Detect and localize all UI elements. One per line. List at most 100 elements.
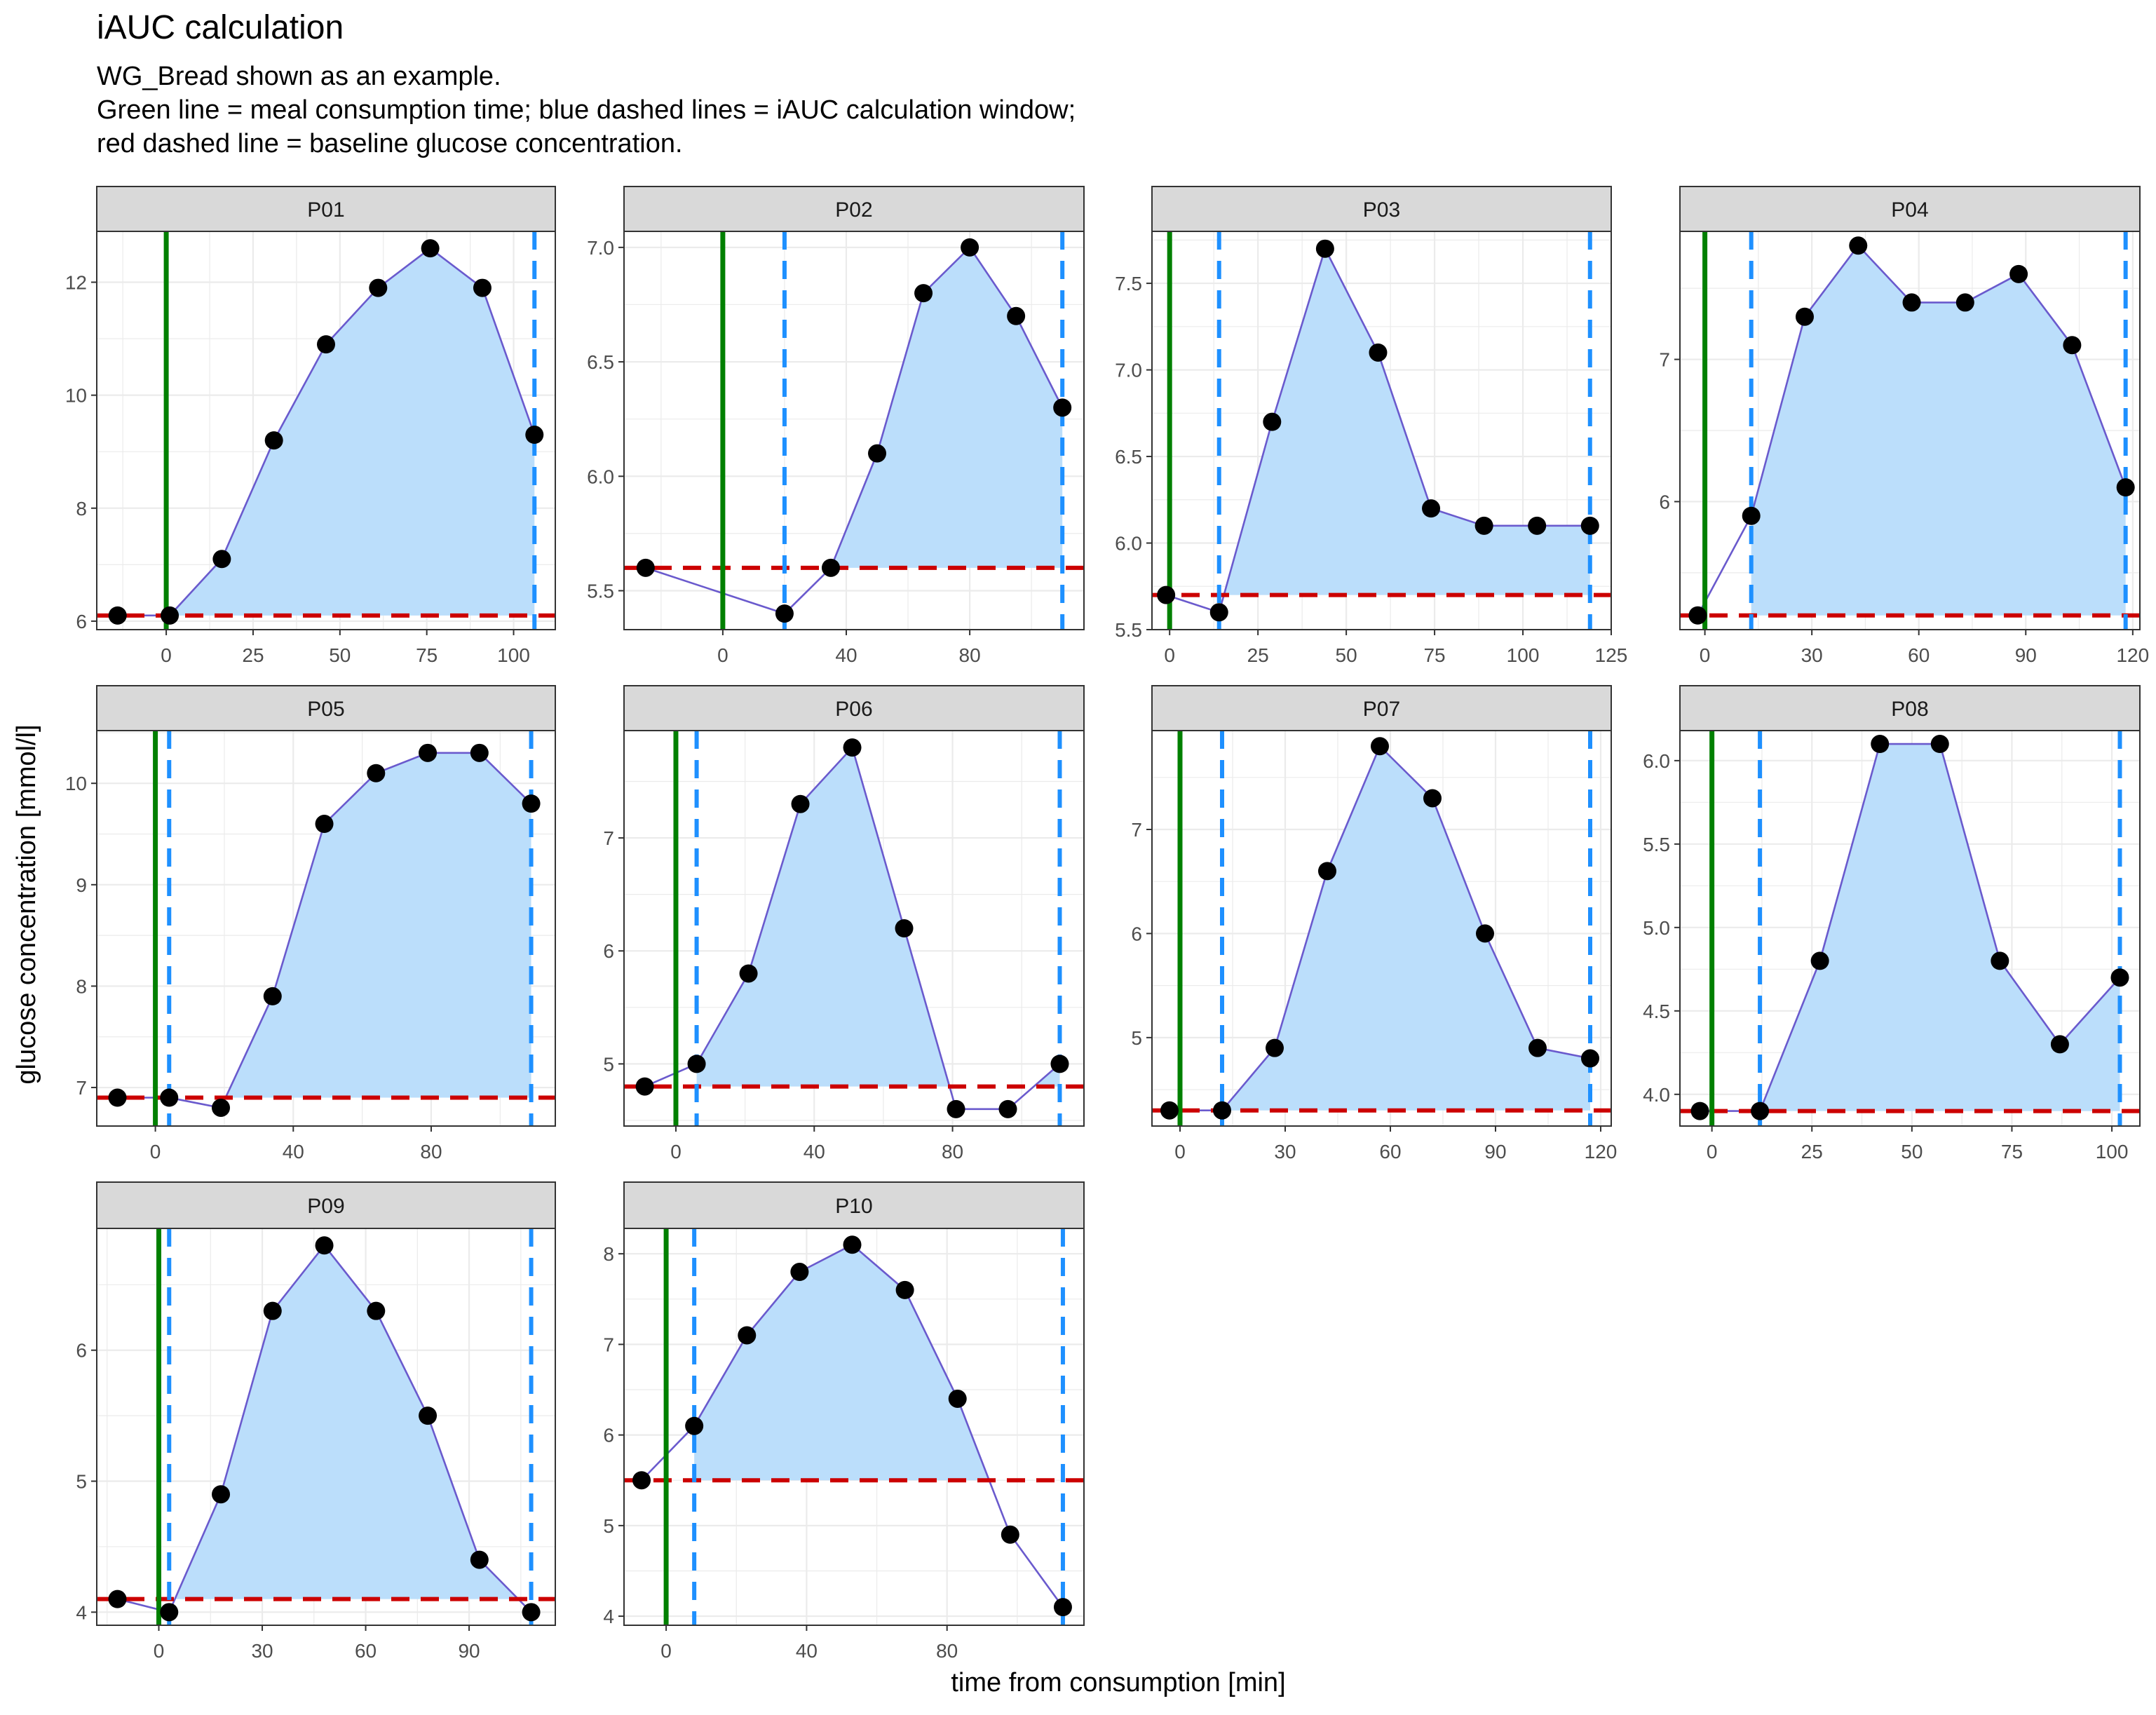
data-point [2063, 336, 2082, 355]
x-tick-label: 25 [242, 644, 264, 666]
facet-p02: P02 0 40 80 5.5 6.0 6.5 7.0 [587, 186, 1085, 666]
y-tick-label: 5.5 [587, 581, 614, 602]
y-tick-label: 9 [76, 874, 87, 896]
panel-content [1152, 731, 1611, 1126]
y-tick-label: 6 [603, 940, 614, 962]
facet-p01: P01 0 25 50 75 100 6 8 10 12 [65, 186, 556, 666]
facet-strip [623, 685, 1085, 731]
y-tick-label: 7 [603, 827, 614, 849]
data-point [1955, 293, 1974, 312]
panel-content [97, 731, 555, 1126]
x-tick-label: 75 [416, 644, 438, 666]
y-tick-label: 4.0 [1643, 1084, 1670, 1106]
data-point [315, 815, 334, 834]
glucose-curve [1700, 743, 2121, 1112]
data-point [1371, 737, 1389, 756]
data-point [1007, 306, 1026, 325]
subtitle-line-1: WG_Bread shown as an example. [97, 62, 501, 91]
panel-content [624, 731, 1084, 1126]
facet-strip [1151, 186, 1612, 232]
data-point [419, 1406, 438, 1425]
data-point [212, 1485, 231, 1504]
x-tick-label: 60 [355, 1640, 377, 1662]
iauc-area [1751, 245, 2126, 616]
data-point [739, 964, 758, 983]
y-tick-label: 5 [1131, 1027, 1142, 1049]
data-point [635, 1077, 654, 1096]
data-point [1053, 398, 1072, 417]
facet-strip-label: P05 [307, 698, 344, 721]
data-point [1690, 1101, 1709, 1120]
x-tick-label: 0 [717, 644, 728, 666]
data-point [1157, 585, 1176, 604]
y-tick-label: 5 [76, 1471, 87, 1493]
data-point [1422, 499, 1441, 518]
data-point [161, 606, 179, 625]
data-point [522, 1603, 541, 1622]
y-tick-label: 6 [603, 1425, 614, 1446]
facet-p09: P09 0 30 60 90 4 5 6 [76, 1181, 556, 1662]
data-point [1369, 343, 1388, 362]
y-tick-label: 4 [76, 1601, 87, 1623]
facet-strip-label: P07 [1363, 698, 1400, 721]
y-tick-label: 7 [1131, 819, 1142, 841]
data-point [843, 738, 862, 757]
data-point [470, 743, 489, 762]
y-tick-label: 12 [65, 272, 87, 294]
data-point [1528, 1038, 1547, 1057]
data-point [367, 1301, 386, 1320]
data-point [2116, 478, 2135, 497]
y-tick-label: 7 [1659, 349, 1670, 371]
x-tick-label: 90 [458, 1640, 480, 1662]
data-point [212, 550, 231, 569]
facet-p06: P06 0 40 80 5 6 7 [603, 685, 1085, 1162]
x-tick-label: 80 [942, 1141, 963, 1162]
data-point [868, 444, 887, 463]
data-point [998, 1099, 1017, 1118]
y-tick-label: 10 [65, 773, 87, 794]
data-point [1315, 239, 1334, 258]
data-point [421, 239, 440, 258]
panel-content [624, 1228, 1084, 1625]
data-point [470, 1550, 489, 1569]
data-point [685, 1416, 704, 1435]
data-point [1053, 1598, 1072, 1617]
data-point [108, 1589, 127, 1608]
data-point [522, 794, 541, 813]
data-point [821, 558, 840, 577]
facet-strip [96, 1181, 556, 1229]
y-axis-title: glucose concentration [mmol/l] [12, 724, 41, 1084]
y-tick-label: 6.0 [1643, 750, 1670, 772]
x-tick-label: 80 [420, 1141, 442, 1162]
x-tick-label: 100 [497, 644, 530, 666]
subtitle-line-2: Green line = meal consumption time; blue… [97, 95, 1076, 125]
panel-content [1152, 231, 1611, 630]
facet-strip-label: P06 [835, 698, 872, 721]
data-point [790, 1263, 809, 1282]
x-axis-title: time from consumption [min] [951, 1668, 1285, 1697]
panel-content [97, 231, 555, 630]
data-point [947, 1099, 965, 1118]
x-tick-label: 0 [161, 644, 172, 666]
x-tick-label: 50 [1336, 644, 1357, 666]
data-point [2009, 264, 2028, 283]
y-tick-label: 4 [603, 1606, 614, 1627]
data-point [1423, 789, 1442, 808]
x-tick-label: 30 [251, 1640, 273, 1662]
x-tick-label: 30 [1274, 1141, 1296, 1162]
data-point [2050, 1035, 2069, 1054]
data-point [108, 1088, 127, 1107]
data-point [1849, 236, 1868, 255]
facet-strip-label: P04 [1891, 198, 1928, 222]
data-point [738, 1326, 757, 1345]
y-tick-label: 5.0 [1643, 917, 1670, 939]
iauc-area [1222, 746, 1590, 1111]
data-point [1263, 412, 1282, 431]
data-point [636, 558, 655, 577]
data-point [108, 606, 127, 625]
data-point [961, 238, 979, 257]
facet-strip-label: P09 [307, 1195, 344, 1218]
y-tick-label: 8 [76, 975, 87, 997]
data-point [791, 794, 810, 813]
